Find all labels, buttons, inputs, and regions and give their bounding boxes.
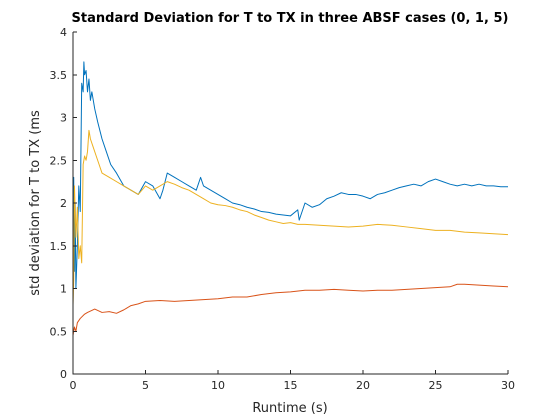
x-tick-label: 20 [356,379,370,392]
x-tick-label: 15 [284,379,298,392]
x-tick-label: 5 [142,379,149,392]
plot-area: 0 5 10 15 20 25 30 0 0.5 1 1.5 2 2.5 3 3.5 4 [50,26,516,392]
y-axis-label: std deviation for T to TX (ms [28,110,43,296]
y-tick-label: 0.5 [50,325,68,338]
chart-title: Standard Deviation for T to TX in three … [72,11,509,26]
series-line-2 [72,283,509,336]
x-axis-label: Runtime (s) [252,401,327,416]
series-line-1 [72,61,508,306]
y-axis-ticks: 0 0.5 1 1.5 2 2.5 3 3.5 4 [50,26,77,381]
x-tick-label: 25 [429,379,443,392]
y-tick-label: 0 [60,368,67,381]
series-layer [72,61,509,336]
axes-frame [72,32,508,375]
series-line-3 [72,129,509,306]
x-tick-label: 10 [211,379,225,392]
y-tick-label: 3 [60,112,67,125]
x-axis-ticks: 0 5 10 15 20 25 30 [70,370,515,392]
x-tick-label: 30 [501,379,515,392]
y-tick-label: 4 [60,26,67,39]
y-tick-label: 3.5 [50,69,68,82]
x-tick-label: 0 [70,379,77,392]
y-tick-label: 1 [60,283,67,296]
y-tick-label: 2 [60,197,67,210]
y-tick-label: 2.5 [50,154,68,167]
y-tick-label: 1.5 [50,240,68,253]
